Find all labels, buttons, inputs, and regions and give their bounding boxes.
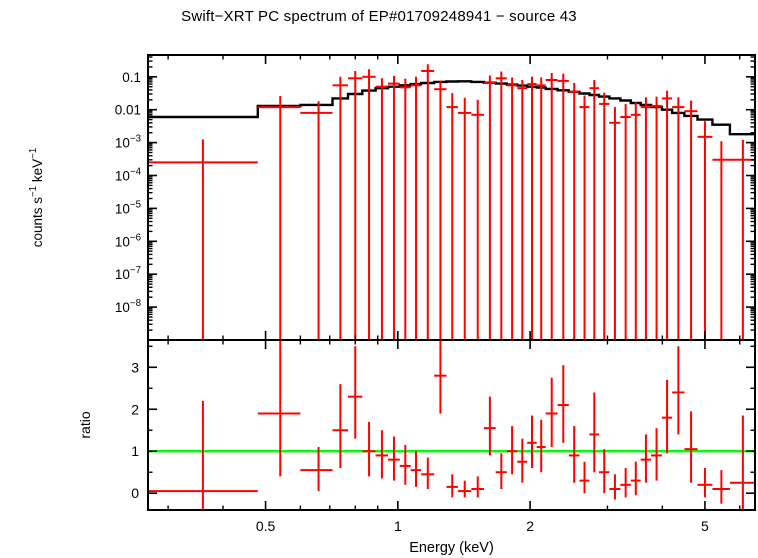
y-tick-label: 10−4 — [115, 167, 142, 184]
y-tick-label: 0.01 — [115, 103, 141, 118]
ratio-tick-label: 1 — [131, 443, 139, 459]
x-tick-label: 5 — [701, 518, 709, 534]
axes-frame — [147, 54, 756, 511]
x-tick-label: 1 — [394, 518, 402, 534]
axis-labels: 0.1 0.01 10−3 10−4 10−5 10−6 10−7 10−8 0 1 2 3 0.5 1 2… — [28, 70, 709, 556]
y-tick-label: 0.1 — [122, 70, 141, 85]
x-tick-label: 0.5 — [256, 518, 276, 534]
y-tick-label: 10−3 — [115, 134, 141, 151]
y-tick-label: 10−6 — [115, 232, 141, 249]
ratio-data-points — [148, 340, 755, 510]
y-tick-label: 10−7 — [115, 265, 141, 282]
y-tick-label: 10−8 — [115, 298, 141, 315]
x-tick-label: 2 — [526, 518, 534, 534]
ratio-tick-label: 0 — [131, 485, 139, 501]
spectrum-y-axis-label: counts s−1 keV−1 — [28, 148, 45, 247]
spectrum-data-points — [148, 64, 755, 340]
ratio-tick-label: 2 — [131, 401, 139, 417]
y-tick-label: 10−5 — [115, 199, 141, 216]
ratio-tick-label: 3 — [131, 359, 139, 375]
x-axis-label: Energy (keV) — [409, 540, 494, 556]
ratio-y-axis-label: ratio — [77, 411, 93, 438]
